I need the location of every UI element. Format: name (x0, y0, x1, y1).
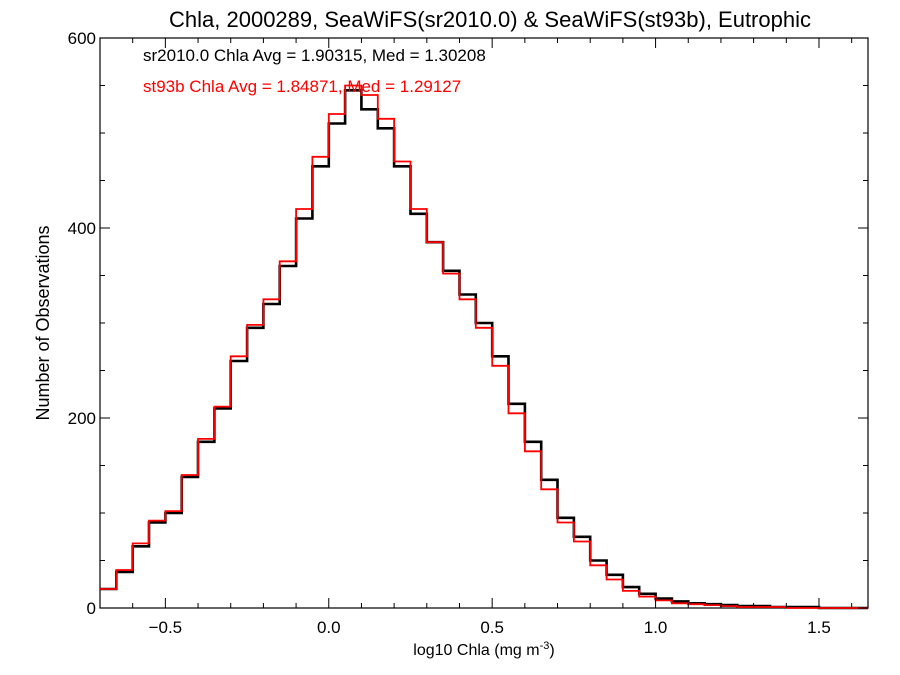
x-tick-label: 1.0 (644, 618, 668, 637)
y-axis-label: Number of Observations (33, 225, 53, 420)
x-tick-label: 0.5 (480, 618, 504, 637)
x-axis-label-superscript: -3 (540, 640, 550, 652)
y-tick-label: 200 (68, 409, 96, 428)
x-axis-label: log10 Chla (mg m-3) (413, 640, 554, 659)
y-tick-label: 600 (68, 29, 96, 48)
x-tick-label: −0.5 (149, 618, 183, 637)
x-tick-label: 0.0 (317, 618, 341, 637)
chart-title: Chla, 2000289, SeaWiFS(sr2010.0) & SeaWi… (169, 7, 811, 32)
x-axis-label-text: log10 Chla (mg m (413, 642, 539, 659)
x-axis: −0.5 0.0 0.5 1.0 1.5 (99, 38, 853, 637)
y-tick-label: 0 (87, 599, 96, 618)
annotation-st93b: st93b Chla Avg = 1.84871, Med = 1.29127 (143, 77, 461, 96)
y-tick-label: 400 (68, 219, 96, 238)
series-layer (100, 84, 868, 610)
series-st93b-line (100, 84, 868, 609)
x-tick-label: 1.5 (807, 618, 831, 637)
y-axis: 0 200 400 600 (68, 29, 868, 618)
annotation-sr2010: sr2010.0 Chla Avg = 1.90315, Med = 1.302… (143, 46, 486, 65)
x-axis-label-close: ) (549, 642, 554, 659)
